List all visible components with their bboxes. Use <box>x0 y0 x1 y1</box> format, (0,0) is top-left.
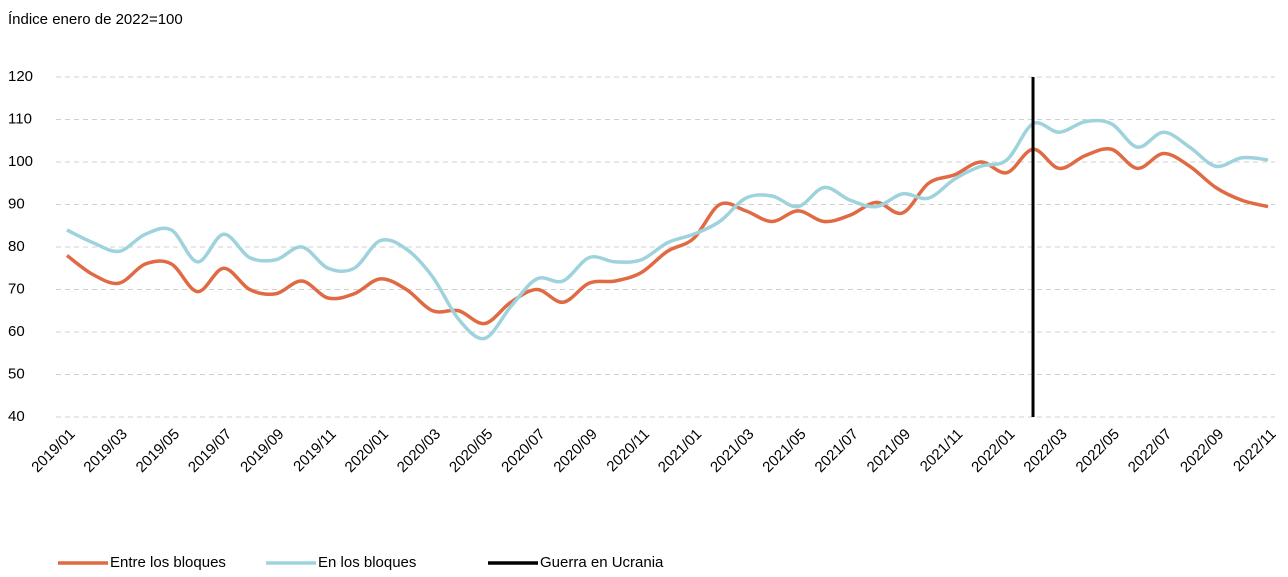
x-tick-label: 2022/03 <box>1020 426 1070 476</box>
x-tick-label: 2021/01 <box>655 426 705 476</box>
x-tick-label: 2019/09 <box>237 426 287 476</box>
legend-label: Guerra en Ucrania <box>540 554 664 571</box>
x-tick-label: 2022/09 <box>1177 426 1227 476</box>
y-axis-label: Índice enero de 2022=100 <box>8 11 183 28</box>
x-tick-label: 2022/05 <box>1073 426 1123 476</box>
y-tick-label: 80 <box>8 238 25 255</box>
x-tick-label: 2019/11 <box>290 426 340 476</box>
x-tick-label: 2022/01 <box>968 426 1018 476</box>
y-tick-label: 120 <box>8 68 33 85</box>
x-tick-label: 2020/05 <box>446 426 496 476</box>
legend-label: En los bloques <box>318 554 416 571</box>
x-tick-label: 2022/07 <box>1125 426 1175 476</box>
x-tick-label: 2020/11 <box>603 426 653 476</box>
x-tick-label: 2021/03 <box>707 426 757 476</box>
series-line <box>65 147 1269 326</box>
y-tick-label: 90 <box>8 195 25 212</box>
series-line <box>66 118 1269 341</box>
x-tick-label: 2020/01 <box>342 426 392 476</box>
legend-label: Entre los bloques <box>110 554 226 571</box>
x-tick-label: 2020/03 <box>394 426 444 476</box>
x-tick-label: 2019/07 <box>185 426 235 476</box>
y-tick-label: 50 <box>8 365 25 382</box>
x-tick-label: 2021/07 <box>812 426 862 476</box>
x-tick-label: 2021/05 <box>759 426 809 476</box>
x-tick-label: 2020/07 <box>498 426 548 476</box>
y-tick-label: 70 <box>8 280 25 297</box>
x-tick-label: 2019/01 <box>28 426 78 476</box>
y-tick-label: 100 <box>8 153 33 170</box>
y-tick-label: 40 <box>8 408 25 425</box>
x-tick-label: 2019/03 <box>80 426 130 476</box>
x-tick-label: 2022/11 <box>1230 426 1280 476</box>
x-tick-label: 2021/09 <box>864 426 914 476</box>
x-tick-label: 2020/09 <box>550 426 600 476</box>
y-tick-label: 110 <box>8 110 32 127</box>
x-tick-label: 2021/11 <box>917 426 967 476</box>
y-tick-label: 60 <box>8 323 25 340</box>
x-tick-label: 2019/05 <box>133 426 183 476</box>
